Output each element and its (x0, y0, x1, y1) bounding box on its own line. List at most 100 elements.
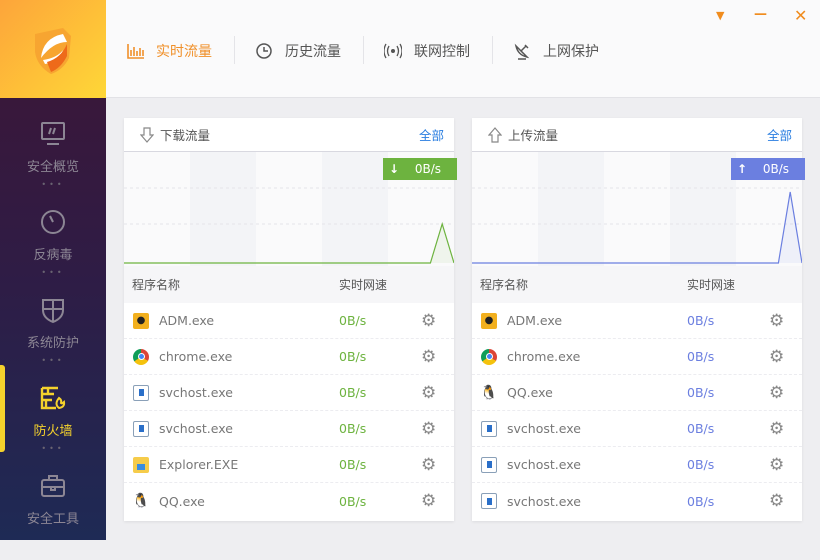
gear-icon[interactable]: ⚙ (421, 454, 437, 475)
program-speed: 0B/s (339, 457, 367, 472)
logo-icon (35, 28, 71, 74)
adm-app-icon: ● (481, 312, 497, 329)
panel-title: 上传流量 (508, 128, 559, 143)
sidebar-item-3[interactable]: 防火墙 (0, 384, 106, 472)
table-row[interactable]: chrome.exe 0B/s ⚙ (124, 339, 454, 375)
gear-icon[interactable]: ⚙ (421, 382, 437, 403)
table-row[interactable]: ● ADM.exe 0B/s ⚙ (124, 303, 454, 339)
tab-1[interactable]: 历史流量 (255, 40, 341, 62)
program-name: svchost.exe (507, 457, 581, 472)
window-app-icon (481, 456, 497, 473)
chart-column-band (604, 152, 670, 266)
upload-traffic-chart: ↑ 0B/s (472, 152, 805, 266)
satellite-icon (514, 43, 530, 60)
program-list: ● ADM.exe 0B/s ⚙ chrome.exe 0B/s ⚙ svchost.exe 0… (124, 303, 454, 519)
col-program-name: 程序名称 (480, 278, 529, 292)
panel-header: 下载流量 全部 (124, 118, 454, 152)
col-program-name: 程序名称 (132, 278, 181, 292)
program-name: svchost.exe (507, 421, 581, 436)
table-row[interactable]: ● ADM.exe 0B/s ⚙ (472, 303, 802, 339)
sidebar-item-2[interactable]: 系统防护 (0, 296, 106, 384)
gear-icon[interactable]: ⚙ (769, 382, 785, 403)
window-app-icon (481, 493, 497, 509)
gear-icon[interactable]: ⚙ (769, 346, 785, 367)
download-traffic-chart: ↓ 0B/s (124, 152, 457, 266)
tab-0[interactable]: 实时流量 (126, 40, 212, 62)
window-app-icon (133, 384, 149, 401)
tab-divider (234, 36, 235, 64)
gauge-icon (41, 210, 65, 234)
active-indicator (0, 365, 5, 452)
separator-dots: ••• (41, 356, 65, 365)
tab-3[interactable]: 上网保护 (513, 40, 599, 62)
program-name: svchost.exe (159, 385, 233, 400)
table-row[interactable]: svchost.exe 0B/s ⚙ (472, 483, 802, 519)
program-speed: 0B/s (339, 313, 367, 328)
shield-icon (42, 299, 64, 324)
separator-dots: ••• (41, 444, 65, 453)
program-speed: 0B/s (687, 313, 715, 328)
cloud-down-arrow-icon (140, 126, 154, 143)
table-row[interactable]: 🐧 QQ.exe 0B/s ⚙ (472, 375, 802, 411)
sidebar-item-4[interactable]: 安全工具 (0, 472, 106, 560)
sidebar-item-0[interactable]: 安全概览 (0, 120, 106, 208)
close-button[interactable]: ✕ (794, 6, 808, 25)
program-speed: 0B/s (339, 493, 367, 509)
table-row[interactable]: Explorer.EXE 0B/s ⚙ (124, 447, 454, 483)
table-row[interactable]: svchost.exe 0B/s ⚙ (472, 411, 802, 447)
program-name: svchost.exe (507, 493, 581, 509)
down-arrow-icon: ↓ (389, 162, 400, 176)
tab-2[interactable]: 联网控制 (384, 40, 470, 62)
gear-icon[interactable]: ⚙ (421, 310, 437, 331)
bar-chart-icon (127, 44, 144, 59)
gear-icon[interactable]: ⚙ (769, 491, 785, 511)
table-row[interactable]: svchost.exe 0B/s ⚙ (472, 447, 802, 483)
separator-dots: ••• (41, 180, 65, 189)
logo (0, 0, 106, 98)
window-app-icon (133, 420, 149, 437)
gear-icon[interactable]: ⚙ (769, 310, 785, 331)
window-app-icon (481, 420, 497, 437)
tab-divider (492, 36, 493, 64)
tab-label: 实时流量 (156, 44, 212, 60)
firewall-icon (40, 386, 66, 410)
sidebar-item-1[interactable]: 反病毒 (0, 208, 106, 296)
current-speed: 0B/s (414, 162, 441, 176)
program-speed: 0B/s (687, 457, 715, 472)
table-header: 程序名称 实时网速 (472, 266, 802, 303)
gear-icon[interactable]: ⚙ (769, 454, 785, 475)
sidebar-item-label: 安全工具 (26, 512, 79, 527)
program-speed: 0B/s (339, 385, 367, 400)
current-speed: 0B/s (762, 162, 789, 176)
gear-icon[interactable]: ⚙ (421, 346, 437, 367)
col-speed: 实时网速 (339, 278, 388, 292)
gear-icon[interactable]: ⚙ (769, 418, 785, 439)
menu-dropdown-icon[interactable]: ▼ (716, 9, 725, 22)
table-row[interactable]: svchost.exe 0B/s ⚙ (124, 411, 454, 447)
table-row[interactable]: chrome.exe 0B/s ⚙ (472, 339, 802, 375)
view-all-link[interactable]: 全部 (418, 128, 444, 143)
sidebar-item-label: 安全概览 (26, 160, 79, 175)
qq-app-icon: 🐧 (480, 384, 498, 401)
table-row[interactable]: 🐧 QQ.exe 0B/s ⚙ (124, 483, 454, 519)
program-list: ● ADM.exe 0B/s ⚙ chrome.exe 0B/s ⚙ 🐧 QQ.exe 0B/s ⚙… (472, 303, 802, 519)
minimize-button[interactable]: — (754, 7, 767, 22)
view-all-link[interactable]: 全部 (766, 128, 792, 143)
gear-icon[interactable]: ⚙ (421, 418, 437, 439)
program-name: ADM.exe (507, 313, 563, 328)
gear-icon[interactable]: ⚙ (421, 491, 437, 511)
program-speed: 0B/s (687, 385, 715, 400)
chart-column-band (472, 152, 538, 266)
program-speed: 0B/s (339, 349, 367, 364)
folder-app-icon (133, 456, 149, 473)
qq-app-icon: 🐧 (132, 493, 150, 509)
chart-column-band (538, 152, 604, 266)
tab-label: 历史流量 (285, 44, 341, 60)
program-name: ADM.exe (159, 313, 215, 328)
table-row[interactable]: svchost.exe 0B/s ⚙ (124, 375, 454, 411)
col-speed: 实时网速 (687, 278, 736, 292)
program-name: svchost.exe (159, 421, 233, 436)
panel-title: 下载流量 (160, 128, 211, 143)
chart-column-band (124, 152, 190, 266)
program-speed: 0B/s (687, 493, 715, 509)
